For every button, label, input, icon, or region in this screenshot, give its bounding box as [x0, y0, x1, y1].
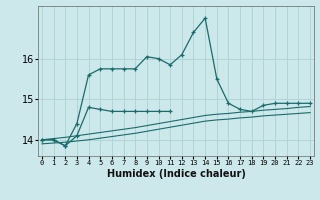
X-axis label: Humidex (Indice chaleur): Humidex (Indice chaleur)	[107, 169, 245, 179]
